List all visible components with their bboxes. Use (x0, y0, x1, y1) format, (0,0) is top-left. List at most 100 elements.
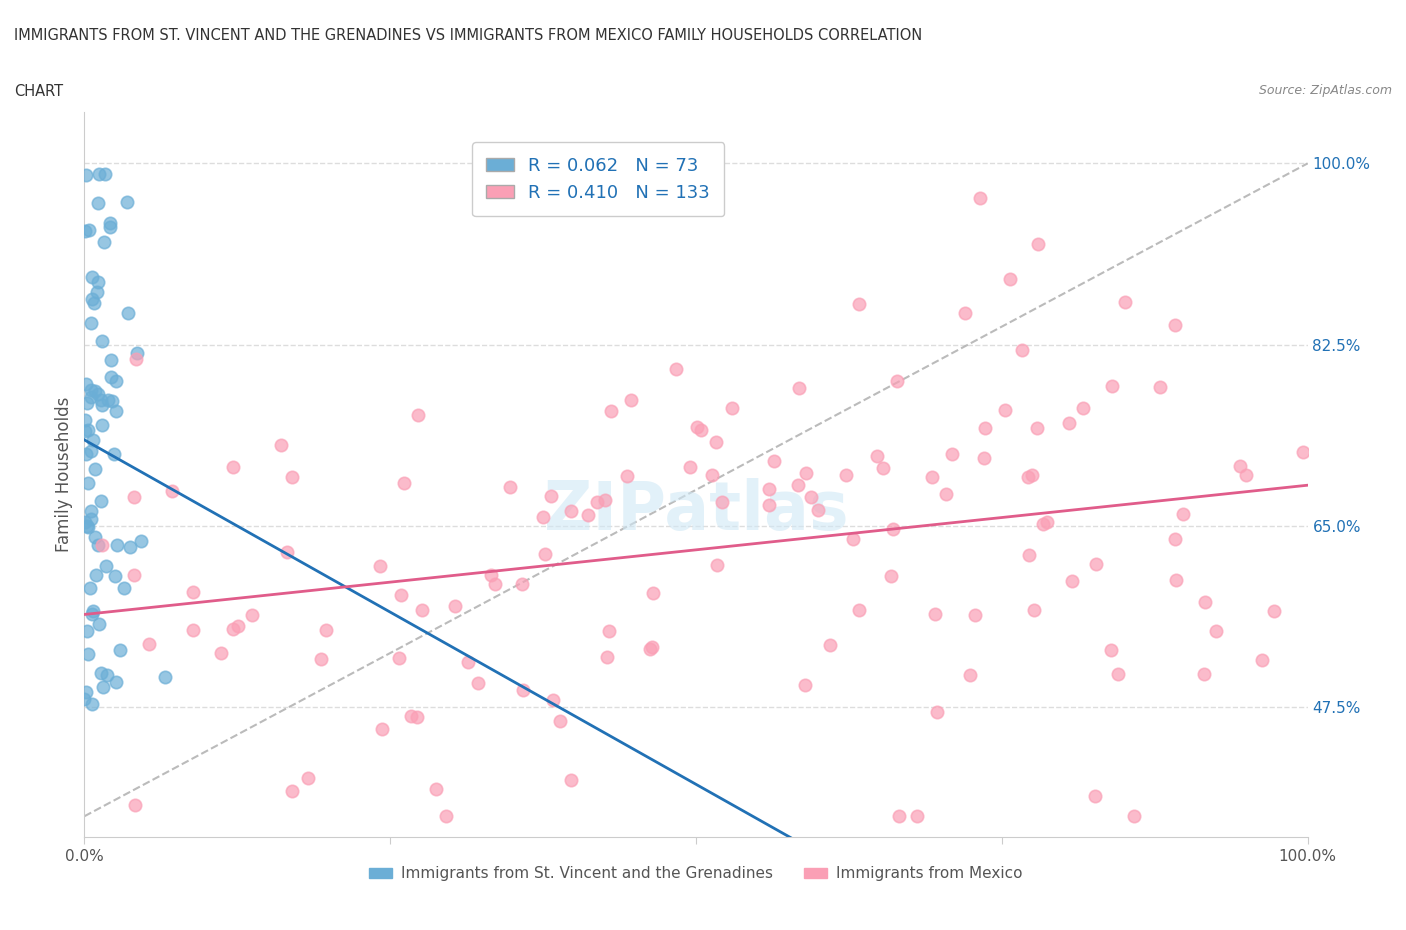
Point (80, 390, 103, 405)
Point (842, 532, 865, 547)
Point (80, 504, 103, 519)
Point (76, 624, 98, 639)
Point (122, 490, 145, 505)
Point (76, 646, 98, 661)
Point (665, 362, 688, 377)
Point (1149, 379, 1171, 394)
Point (620, 392, 643, 407)
Text: IMMIGRANTS FROM ST. VINCENT AND THE GRENADINES VS IMMIGRANTS FROM MEXICO FAMILY : IMMIGRANTS FROM ST. VINCENT AND THE GREN… (14, 28, 922, 43)
Point (389, 588, 412, 603)
Point (953, 306, 976, 321)
Point (115, 194, 138, 209)
Point (104, 674, 127, 689)
Point (94, 166, 117, 181)
Point (103, 447, 125, 462)
Point (411, 603, 433, 618)
Point (548, 714, 571, 729)
Point (80, 444, 103, 458)
Text: Source: ZipAtlas.com: Source: ZipAtlas.com (1258, 84, 1392, 97)
Point (76, 423, 98, 438)
Point (1084, 789, 1107, 804)
Point (512, 683, 534, 698)
Point (510, 577, 533, 591)
Point (105, 538, 128, 552)
Point (1022, 603, 1045, 618)
Point (401, 708, 423, 723)
Point (700, 468, 723, 483)
Point (848, 296, 870, 311)
Point (721, 401, 744, 416)
Point (600, 404, 623, 418)
Point (596, 649, 619, 664)
Point (443, 598, 465, 613)
Point (457, 655, 479, 670)
Point (370, 722, 392, 737)
Point (79, 580, 101, 595)
Point (211, 646, 233, 661)
Point (576, 507, 599, 522)
Point (998, 272, 1021, 286)
Point (872, 460, 894, 475)
Point (96, 668, 118, 683)
Point (1192, 667, 1215, 682)
Point (959, 667, 981, 682)
Point (87, 617, 110, 631)
Point (297, 770, 319, 785)
Point (787, 380, 810, 395)
Point (104, 373, 127, 388)
Point (82, 697, 104, 711)
Point (685, 419, 707, 434)
Point (973, 451, 995, 466)
Point (87, 274, 110, 289)
Point (388, 650, 411, 665)
Point (104, 569, 127, 584)
Point (807, 502, 830, 517)
Point (689, 422, 711, 437)
Point (368, 559, 391, 574)
Point (82, 606, 104, 621)
Point (585, 495, 607, 510)
Point (83, 296, 105, 311)
Point (679, 459, 702, 474)
Point (1292, 445, 1315, 460)
Point (105, 404, 128, 418)
Point (706, 557, 728, 572)
Point (866, 448, 889, 463)
Point (86, 386, 108, 401)
Point (80, 512, 103, 526)
Point (560, 504, 582, 519)
Point (425, 782, 447, 797)
Point (75, 424, 97, 439)
Point (94, 559, 117, 574)
Point (87, 195, 110, 210)
Point (226, 618, 249, 633)
Point (281, 784, 304, 799)
Point (75, 412, 97, 427)
Point (758, 482, 780, 497)
Point (800, 489, 823, 504)
Point (1101, 379, 1123, 394)
Point (270, 437, 292, 452)
Point (120, 539, 142, 554)
Point (75, 447, 97, 462)
Point (83, 529, 105, 544)
Point (1018, 548, 1040, 563)
Point (394, 476, 416, 491)
Point (315, 623, 337, 638)
Point (886, 374, 908, 389)
Point (924, 606, 946, 621)
Point (311, 652, 333, 667)
Point (73, 691, 96, 706)
Point (479, 567, 502, 582)
Point (638, 641, 661, 656)
Point (1251, 652, 1274, 667)
Point (222, 621, 245, 636)
Point (73, 515, 96, 530)
Point (641, 586, 664, 601)
Point (598, 623, 620, 638)
Text: CHART: CHART (14, 84, 63, 99)
Point (82, 604, 104, 618)
Point (794, 465, 817, 480)
Point (124, 352, 146, 366)
Point (973, 420, 995, 435)
